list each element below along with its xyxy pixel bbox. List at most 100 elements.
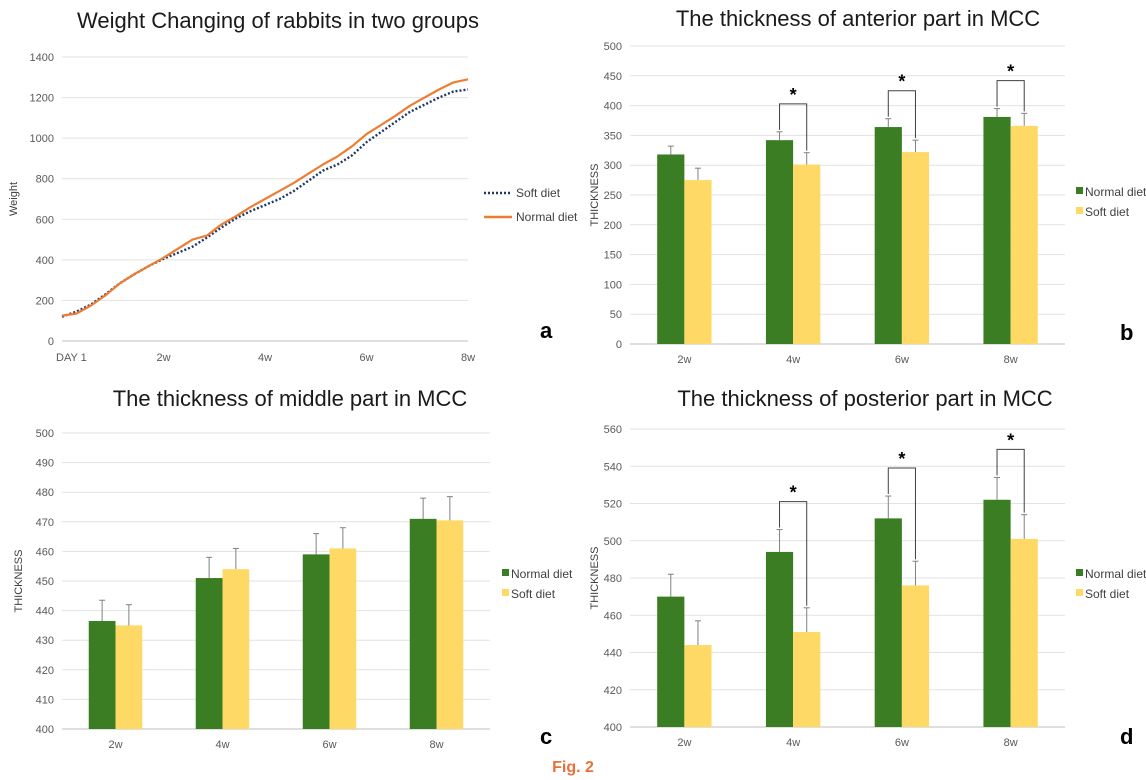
legend-label: Normal diet — [511, 567, 573, 581]
significance-star: * — [1007, 430, 1014, 450]
bar — [657, 596, 685, 727]
significance-bracket — [887, 90, 916, 139]
y-tick-label: 500 — [604, 41, 622, 53]
x-tick-label: 8w — [1004, 737, 1018, 749]
legend-label: Normal diet — [1085, 185, 1146, 199]
bar — [874, 518, 902, 727]
y-tick-label: 460 — [604, 610, 622, 622]
chart-title: The thickness of anterior part in MCC — [676, 6, 1040, 31]
y-tick-label: 100 — [604, 279, 622, 291]
chart-title: The thickness of posterior part in MCC — [677, 386, 1052, 411]
x-tick-label: 4w — [786, 737, 800, 749]
y-tick-label: 430 — [36, 635, 54, 647]
bar — [88, 620, 116, 729]
y-tick-label: 490 — [36, 458, 54, 470]
panel-label: b — [1120, 320, 1133, 345]
y-axis-label: THICKNESS — [13, 550, 25, 613]
y-tick-label: 440 — [36, 606, 54, 618]
y-tick-label: 520 — [604, 499, 622, 511]
y-tick-label: 450 — [36, 576, 54, 588]
panel-b-bar-chart: The thickness of anterior part in MCC 0 50… — [589, 6, 1146, 366]
bar — [195, 578, 223, 729]
panel-d-bar-chart: The thickness of posterior part in MCC 40… — [589, 386, 1146, 749]
figure-caption: Fig. 2 — [552, 759, 594, 776]
x-tick-label: 2w — [156, 352, 170, 364]
y-tick-label: 50 — [610, 309, 622, 321]
y-axis-label: THICKNESS — [589, 164, 601, 227]
significance-bracket — [996, 448, 1025, 513]
y-tick-label: 480 — [604, 573, 622, 585]
legend-swatch — [1076, 207, 1083, 214]
chart-title: The thickness of middle part in MCC — [113, 386, 468, 411]
bar — [983, 499, 1011, 727]
significance-star: * — [1007, 62, 1014, 82]
y-tick-label: 600 — [36, 214, 54, 226]
y-tick-label: 1000 — [30, 133, 54, 145]
legend-swatch — [502, 589, 509, 596]
x-tick-label: 2w — [108, 739, 122, 751]
legend-label: Normal diet — [1085, 567, 1146, 581]
x-tick-label: 4w — [786, 354, 800, 366]
y-tick-label: 1200 — [30, 93, 54, 105]
bar — [765, 140, 794, 344]
x-tick-label: 4w — [258, 352, 272, 364]
chart-title: Weight Changing of rabbits in two groups — [77, 8, 479, 33]
bar — [901, 152, 930, 344]
bar — [222, 569, 250, 729]
bar — [983, 116, 1011, 344]
y-tick-label: 400 — [36, 724, 54, 736]
series-line-soft-diet — [61, 88, 469, 318]
y-tick-label: 500 — [36, 428, 54, 440]
y-tick-label: 480 — [36, 487, 54, 499]
y-tick-label: 540 — [604, 461, 622, 473]
legend-swatch — [502, 569, 509, 576]
x-tick-label: 6w — [322, 739, 336, 751]
y-tick-label: 300 — [604, 160, 622, 172]
x-tick-label: 4w — [215, 739, 229, 751]
y-tick-label: 150 — [604, 250, 622, 262]
y-tick-label: 470 — [36, 517, 54, 529]
x-tick-label: 6w — [359, 352, 373, 364]
bar — [329, 548, 357, 729]
significance-bracket — [779, 501, 808, 606]
significance-star: * — [898, 449, 905, 469]
bar — [1010, 538, 1038, 727]
y-tick-label: 420 — [604, 685, 622, 697]
y-tick-label: 560 — [604, 424, 622, 436]
bar — [793, 164, 821, 344]
y-tick-label: 450 — [604, 71, 622, 83]
significance-bracket — [996, 80, 1025, 112]
x-tick-label: 8w — [429, 739, 443, 751]
significance-star: * — [790, 483, 797, 503]
bar — [874, 127, 902, 344]
legend-label: Soft diet — [516, 186, 561, 200]
legend-label: Soft diet — [1085, 587, 1130, 601]
panel-label: c — [540, 724, 552, 749]
x-tick-label: 6w — [895, 737, 909, 749]
legend-swatch — [1076, 589, 1083, 596]
significance-star: * — [790, 85, 797, 105]
y-tick-label: 200 — [36, 295, 54, 307]
bar — [409, 518, 437, 729]
x-tick-label: 2w — [677, 737, 691, 749]
x-tick-label: 6w — [895, 354, 909, 366]
series-line-normal-diet — [61, 78, 469, 317]
y-tick-label: 400 — [604, 722, 622, 734]
y-tick-label: 500 — [604, 536, 622, 548]
y-tick-label: 250 — [604, 190, 622, 202]
y-tick-label: 800 — [36, 174, 54, 186]
x-tick-label: DAY 1 — [56, 352, 87, 364]
bar — [115, 625, 143, 729]
panel-c-bar-chart: The thickness of middle part in MCC 400 41… — [13, 386, 573, 751]
legend-swatch — [1076, 569, 1083, 576]
panel-label: a — [540, 318, 553, 343]
legend-swatch — [1076, 187, 1083, 194]
y-tick-label: 410 — [36, 694, 54, 706]
y-tick-label: 400 — [604, 101, 622, 113]
x-tick-label: 2w — [677, 354, 691, 366]
bar — [657, 154, 685, 344]
panel-label: d — [1120, 724, 1133, 749]
y-tick-label: 460 — [36, 546, 54, 558]
y-tick-label: 400 — [36, 255, 54, 267]
